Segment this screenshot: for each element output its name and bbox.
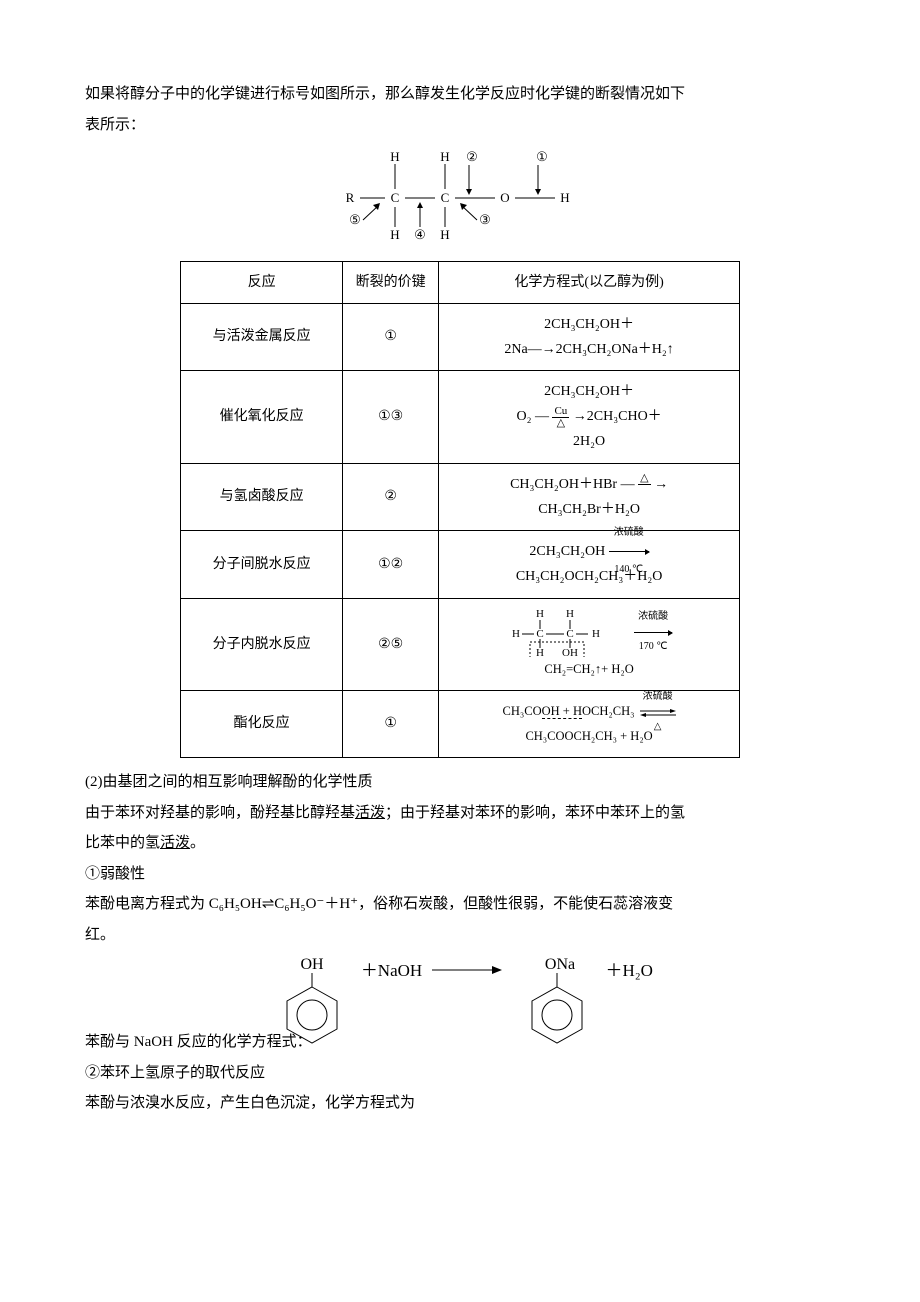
diag-H3: H — [440, 149, 449, 164]
diag-c1: ① — [536, 149, 548, 164]
rxn-bond: ② — [343, 463, 439, 530]
phenol-para-1b: 比苯中的氢活泼。 — [85, 829, 835, 858]
svg-text:H: H — [536, 647, 544, 657]
rxn-bond: ①③ — [343, 371, 439, 464]
table-row: 催化氧化反应 ①③ 2CH₃CH₂OH＋ O₂ — Cu△ →2CH₃CHO＋ … — [181, 371, 740, 464]
rxn-name: 与活泼金属反应 — [181, 303, 343, 370]
diag-H2: H — [390, 227, 399, 242]
intro-line-1: 如果将醇分子中的化学键进行标号如图所示，那么醇发生化学反应时化学键的断裂情况如下 — [85, 80, 835, 109]
svg-text:C: C — [566, 628, 573, 640]
svg-text:C: C — [536, 628, 543, 640]
diag-c4: ④ — [414, 227, 426, 242]
rxn-name: 与氢卤酸反应 — [181, 463, 343, 530]
svg-text:H: H — [592, 628, 600, 640]
rxn-name: 酯化反应 — [181, 690, 343, 757]
bond-diagram: R C H H C H H O H ① ② ③ ④ ⑤ — [85, 147, 835, 253]
reactions-table: 反应 断裂的价键 化学方程式(以乙醇为例) 与活泼金属反应 ① 2CH₃CH₂O… — [180, 261, 740, 759]
rxn-name: 分子内脱水反应 — [181, 598, 343, 690]
table-row: 酯化反应 ① CH₃COOH + HOCH₂CH₃ 浓硫酸 △ CH₃COOCH… — [181, 690, 740, 757]
rxn-bond: ②⑤ — [343, 598, 439, 690]
svg-text:OH: OH — [562, 647, 578, 657]
table-row: 分子间脱水反应 ①② 2CH₃CH₂OH 浓硫酸140 ℃ CH₃CH₂OCH₂… — [181, 531, 740, 599]
rxn-eq: 2CH₃CH₂OH＋ 2Na—→2CH₃CH₂ONa＋H₂↑ — [439, 303, 740, 370]
svg-text:H: H — [512, 628, 520, 640]
rxn-eq: CH₃COOH + HOCH₂CH₃ 浓硫酸 △ CH₃COOCH₂CH₃ + … — [439, 690, 740, 757]
diag-c5: ⑤ — [349, 212, 361, 227]
phenol-para-1: 由于苯环对羟基的影响，酚羟基比醇羟基活泼；由于羟基对苯环的影响，苯环中苯环上的氢 — [85, 799, 835, 828]
svg-text:H: H — [536, 608, 544, 620]
diag-C2: C — [441, 190, 450, 205]
diag-c2: ② — [466, 149, 478, 164]
diag-c3: ③ — [479, 212, 491, 227]
phenol-br-para: 苯酚与浓溴水反应，产生白色沉淀，化学方程式为 — [85, 1089, 835, 1118]
diag-H5: H — [560, 190, 569, 205]
table-row: 与氢卤酸反应 ② CH₃CH₂OH＋HBr — △ → CH₃CH₂Br＋H₂O — [181, 463, 740, 530]
section-2-heading: (2)由基团之间的相互影响理解酚的化学性质 — [85, 768, 835, 797]
rxn-name: 催化氧化反应 — [181, 371, 343, 464]
phenol-ionization-2: 红。 — [85, 921, 835, 950]
rxn-bond: ① — [343, 303, 439, 370]
diag-R: R — [346, 190, 355, 205]
th-bond: 断裂的价键 — [343, 261, 439, 303]
intro-line-2: 表所示： — [85, 111, 835, 140]
table-row: 分子内脱水反应 ②⑤ H H H C C H — [181, 598, 740, 690]
table-row: 与活泼金属反应 ① 2CH₃CH₂OH＋ 2Na—→2CH₃CH₂ONa＋H₂↑ — [181, 303, 740, 370]
phenol-ionization-1: 苯酚电离方程式为 C₆H₅OH⇌C₆H₅O⁻＋H⁺，俗称石炭酸，但酸性很弱，不能… — [85, 890, 835, 919]
th-equation: 化学方程式(以乙醇为例) — [439, 261, 740, 303]
svg-text:OH: OH — [301, 956, 325, 973]
diag-H1: H — [390, 149, 399, 164]
rxn-bond: ①② — [343, 531, 439, 599]
svg-text:H: H — [566, 608, 574, 620]
rxn-eq: 2CH₃CH₂OH 浓硫酸140 ℃ CH₃CH₂OCH₂CH₃＋H₂O — [439, 531, 740, 599]
svg-text:ONa: ONa — [545, 956, 575, 973]
rxn-name: 分子间脱水反应 — [181, 531, 343, 599]
diag-H4: H — [440, 227, 449, 242]
item-2: ②苯环上氢原子的取代反应 — [85, 1059, 835, 1088]
rxn-eq: 2CH₃CH₂OH＋ O₂ — Cu△ →2CH₃CHO＋ 2H₂O — [439, 371, 740, 464]
diag-O: O — [500, 190, 509, 205]
diag-C1: C — [391, 190, 400, 205]
item-1: ①弱酸性 — [85, 860, 835, 889]
rxn-bond: ① — [343, 690, 439, 757]
rxn-eq: CH₃CH₂OH＋HBr — △ → CH₃CH₂Br＋H₂O — [439, 463, 740, 530]
th-reaction: 反应 — [181, 261, 343, 303]
rxn-eq: H H H C C H H OH — [439, 598, 740, 690]
